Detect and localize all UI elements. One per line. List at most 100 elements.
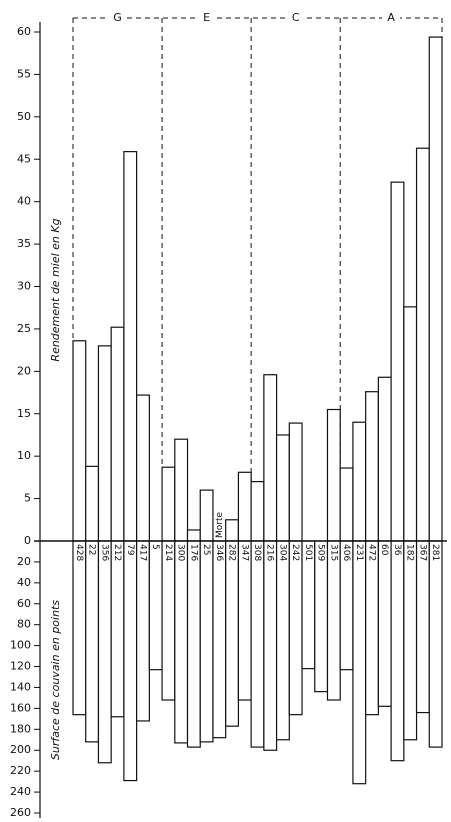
category-label: 5 xyxy=(150,544,160,550)
brood-bar xyxy=(377,540,392,707)
honey-bar xyxy=(415,147,430,542)
category-label: 308 xyxy=(252,544,262,561)
group-label: G xyxy=(113,11,122,24)
category-label: 79 xyxy=(125,544,135,556)
brood-bar xyxy=(237,540,252,701)
category-label: 182 xyxy=(405,544,415,561)
y2-tick-label: 40 xyxy=(17,576,31,589)
brood-bar xyxy=(428,540,443,748)
category-label: 25 xyxy=(201,544,211,555)
category-label: 282 xyxy=(227,544,237,561)
category-label: 60 xyxy=(379,544,389,556)
honey-bar xyxy=(365,391,379,542)
honey-bar xyxy=(377,376,392,542)
y2-tick-label: 240 xyxy=(10,785,31,798)
category-label: 428 xyxy=(74,544,84,561)
brood-bar xyxy=(123,540,138,782)
brood-bar xyxy=(275,540,290,741)
honey-bar xyxy=(390,181,405,542)
honey-bar xyxy=(339,467,354,542)
y-tick-label: 50 xyxy=(17,110,31,123)
brood-bar xyxy=(161,540,176,701)
category-label: 176 xyxy=(188,544,198,561)
category-label: 216 xyxy=(265,544,275,561)
brood-bar xyxy=(136,540,150,722)
y2-tick-label: 160 xyxy=(10,701,31,714)
y-tick-label: 0 xyxy=(24,534,31,547)
brood-bar xyxy=(314,540,329,693)
group-label-bg xyxy=(286,10,305,26)
honey-bar xyxy=(199,489,214,542)
group-label-bg xyxy=(197,10,216,26)
honey-bar xyxy=(225,519,240,542)
y2-tick-label: 200 xyxy=(10,743,31,756)
group-label: A xyxy=(387,11,395,24)
group-label-bg xyxy=(382,10,401,26)
category-label: 22 xyxy=(87,544,97,555)
honey-bar xyxy=(288,422,303,542)
y-tick-label: 45 xyxy=(17,152,31,165)
honey-bar xyxy=(403,306,418,542)
brood-bar xyxy=(72,540,87,716)
y2-tick-label: 60 xyxy=(17,597,31,610)
brood-bar xyxy=(415,540,430,714)
brood-bar xyxy=(174,540,189,744)
brood-bar xyxy=(225,540,240,727)
category-label: 231 xyxy=(354,544,364,561)
honey-bar xyxy=(352,421,367,542)
brood-bar xyxy=(186,540,201,748)
y-tick-label: 20 xyxy=(17,364,31,377)
honey-bar xyxy=(85,465,100,542)
category-label: 509 xyxy=(316,544,326,561)
category-label: 346 xyxy=(214,544,224,561)
honey-bar xyxy=(428,36,443,542)
category-label: 417 xyxy=(137,544,147,561)
category-label: 347 xyxy=(239,544,249,561)
y2-tick-label: 180 xyxy=(10,722,31,735)
category-label: 315 xyxy=(328,544,338,561)
brood-bar xyxy=(199,540,214,743)
group-label: C xyxy=(292,11,300,24)
y2-tick-label: 80 xyxy=(17,618,31,631)
category-label: 212 xyxy=(112,544,122,561)
honey-bar xyxy=(161,466,176,542)
y-tick-label: 30 xyxy=(17,280,31,293)
honey-bar xyxy=(186,529,201,542)
category-label: 406 xyxy=(341,544,351,561)
y-tick-label: 5 xyxy=(24,492,31,505)
brood-bar xyxy=(326,540,341,701)
honey-bar xyxy=(174,438,189,542)
brood-bar xyxy=(212,540,227,739)
category-label: 472 xyxy=(367,544,377,561)
category-label: 214 xyxy=(163,544,173,561)
y-axis-title: Rendement de miel en Kg xyxy=(49,218,62,361)
y-tick-label: 35 xyxy=(17,237,31,250)
brood-bar xyxy=(365,540,379,716)
category-label: 367 xyxy=(417,544,427,561)
y2-tick-label: 100 xyxy=(10,639,31,652)
honey-bar xyxy=(275,434,290,542)
brood-bar xyxy=(250,540,265,748)
brood-bar xyxy=(85,540,100,743)
brood-bar xyxy=(110,540,125,718)
honey-bar xyxy=(250,481,265,542)
category-label: 501 xyxy=(303,544,313,561)
honey-bar xyxy=(97,345,112,542)
brood-bar xyxy=(148,540,163,671)
brood-bar xyxy=(352,540,367,785)
brood-bar xyxy=(97,540,112,764)
y2-tick-label: 120 xyxy=(10,660,31,673)
y-tick-label: 40 xyxy=(17,195,31,208)
y2-axis-title: Surface de couvain en points xyxy=(49,600,62,760)
honey-bar xyxy=(136,394,150,542)
honey-bar xyxy=(123,151,138,542)
category-label: 242 xyxy=(290,544,300,561)
y-tick-label: 60 xyxy=(17,25,31,38)
y-tick-label: 10 xyxy=(17,449,31,462)
brood-bar xyxy=(390,540,405,762)
group-label-bg xyxy=(108,10,127,26)
y2-tick-label: 220 xyxy=(10,764,31,777)
honey-bar xyxy=(110,326,125,542)
brood-bar xyxy=(403,540,418,741)
category-label: 356 xyxy=(99,544,109,561)
